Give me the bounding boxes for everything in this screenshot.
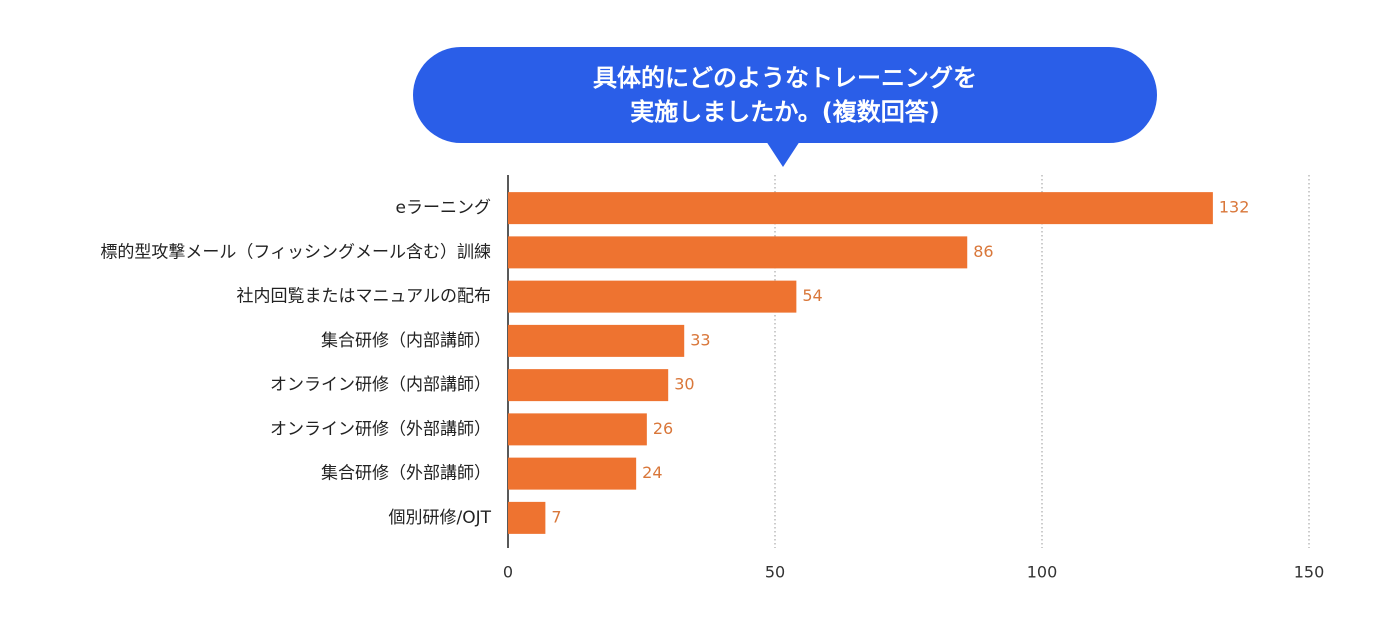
y-tick-label: 標的型攻撃メール（フィッシングメール含む）訓練 (100, 242, 491, 262)
x-tick-label: 150 (1294, 563, 1325, 582)
bubble-pointer (766, 141, 800, 167)
bar (508, 324, 685, 357)
bar (508, 457, 637, 490)
bar (508, 236, 968, 269)
y-tick-label: オンライン研修（外部講師） (270, 419, 491, 439)
value-label: 7 (551, 507, 561, 526)
bar (508, 369, 669, 402)
value-label: 26 (653, 419, 673, 438)
y-tick-label: オンライン研修（内部講師） (270, 375, 491, 395)
value-label: 54 (802, 286, 822, 305)
x-tick-label: 0 (503, 563, 513, 582)
bar (508, 413, 647, 446)
y-tick-label: eラーニング (396, 198, 491, 218)
x-tick-label: 100 (1027, 563, 1058, 582)
value-label: 86 (973, 242, 993, 261)
title-bubble (413, 47, 1157, 167)
y-tick-label: 集合研修（内部講師） (321, 331, 491, 351)
chart-title: 具体的にどのようなトレーニングを (593, 64, 977, 92)
x-tick-label: 50 (765, 563, 785, 582)
value-label: 24 (642, 463, 662, 482)
bar (508, 501, 546, 534)
y-tick-label: 社内回覧またはマニュアルの配布 (237, 287, 492, 307)
bar (508, 280, 797, 313)
value-label: 33 (690, 330, 710, 349)
bubble-body (413, 47, 1157, 143)
value-label: 132 (1219, 198, 1250, 217)
bar (508, 192, 1213, 225)
y-tick-label: 個別研修/OJT (388, 508, 491, 528)
value-label: 30 (674, 375, 694, 394)
y-tick-label: 集合研修（外部講師） (321, 464, 491, 484)
chart-title: 実施しましたか。(複数回答) (630, 98, 939, 126)
